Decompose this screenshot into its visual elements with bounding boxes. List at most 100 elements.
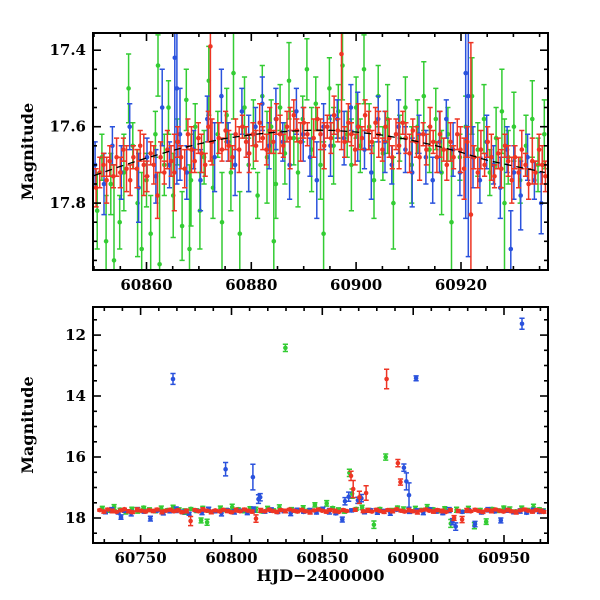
red-data-point (448, 139, 453, 145)
red-data-point (380, 147, 385, 152)
red-data-point (303, 509, 308, 514)
blue-data-point (253, 124, 258, 129)
red-data-point (464, 508, 470, 513)
red-data-point (325, 124, 330, 129)
blue-data-point (314, 177, 320, 183)
green-data-point (231, 70, 236, 76)
bottom-frame (92, 306, 549, 544)
red-data-point (539, 162, 545, 168)
red-data-point (492, 174, 497, 179)
green-data-point (321, 231, 326, 236)
red-data-point (266, 507, 272, 513)
blue-data-point (219, 93, 224, 99)
red-data-point (526, 181, 531, 187)
green-data-point (433, 116, 439, 122)
y-tick-label: 16 (65, 448, 86, 466)
red-data-point (485, 139, 491, 145)
blue-data-point (148, 516, 153, 521)
red-data-point (236, 147, 242, 152)
red-data-point (192, 507, 198, 513)
red-data-point (501, 509, 506, 514)
green-data-point (184, 97, 189, 103)
red-data-point (340, 507, 346, 513)
blue-data-point (430, 177, 436, 183)
red-data-point (158, 154, 163, 160)
red-data-point (188, 518, 193, 524)
red-data-point (287, 507, 292, 512)
green-data-point (271, 239, 277, 244)
red-data-point (270, 508, 276, 514)
red-data-point (427, 508, 432, 513)
green-data-point (148, 231, 153, 236)
red-data-point (536, 147, 542, 152)
red-data-point (439, 508, 445, 514)
bottom-labels: 60750 60800 60850 60900 60950 12 14 16 18 Magnitu… (18, 326, 530, 585)
red-data-point (134, 166, 140, 171)
red-data-point (522, 507, 527, 512)
red-data-point (369, 509, 375, 514)
blue-data-point (101, 181, 107, 187)
red-data-point (243, 139, 249, 145)
red-data-point (206, 124, 211, 129)
red-data-point (461, 166, 467, 171)
red-data-point (189, 147, 194, 152)
x-tick-label: 60800 (205, 549, 257, 567)
blue-data-point (459, 509, 465, 515)
red-data-point (484, 507, 490, 513)
y-axis-title: Magnitude (18, 103, 37, 200)
red-data-point (253, 516, 259, 521)
red-data-point (138, 508, 144, 513)
green-data-point (139, 246, 144, 252)
blue-data-point (184, 170, 190, 175)
red-data-point (430, 139, 436, 145)
red-data-point (167, 507, 173, 513)
blue-data-point (294, 109, 299, 114)
red-data-point (350, 486, 356, 492)
red-data-point (298, 139, 303, 145)
green-data-point (179, 223, 185, 229)
red-data-point (257, 120, 263, 126)
red-data-point (315, 116, 320, 122)
red-data-point (165, 147, 170, 152)
red-data-point (505, 158, 511, 164)
x-tick-label: 60900 (330, 276, 382, 294)
green-data-point (361, 67, 367, 72)
red-data-point (283, 508, 288, 514)
red-data-point (221, 507, 226, 513)
red-data-point (154, 507, 160, 512)
red-data-point (455, 132, 460, 137)
green-data-point (126, 86, 131, 91)
red-data-point (346, 120, 351, 126)
red-data-point (226, 143, 232, 149)
red-data-point (171, 509, 177, 514)
red-data-point (301, 120, 307, 126)
blue-data-point (118, 514, 124, 520)
red-data-point (118, 508, 124, 513)
red-data-point (202, 162, 208, 168)
red-data-point (178, 154, 184, 160)
red-data-point (159, 509, 165, 515)
red-data-point (175, 508, 181, 513)
red-data-point (437, 132, 443, 137)
red-data-point (274, 116, 279, 122)
red-data-point (517, 508, 523, 513)
green-data-point (283, 345, 288, 351)
red-data-point (104, 177, 109, 183)
green-data-point (192, 124, 198, 129)
red-data-point (307, 509, 313, 515)
red-data-point (377, 508, 383, 514)
green-data-point (187, 246, 192, 252)
red-data-point (489, 154, 494, 160)
red-data-point (328, 135, 334, 141)
red-data-point (495, 151, 501, 156)
red-data-point (435, 507, 440, 513)
green-data-point (228, 170, 234, 175)
red-data-point (394, 506, 399, 512)
red-data-point (336, 509, 342, 515)
green-data-point (542, 132, 547, 137)
blue-data-point (413, 376, 419, 381)
red-data-point (105, 507, 110, 512)
green-data-point (204, 520, 210, 525)
bottom-series-red (97, 368, 547, 527)
